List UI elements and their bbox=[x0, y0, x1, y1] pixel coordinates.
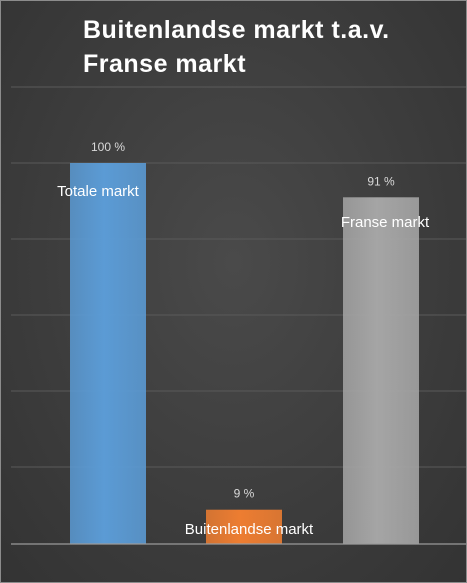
bar bbox=[343, 197, 419, 545]
bar bbox=[206, 509, 282, 544]
category-label: Franse markt bbox=[341, 214, 430, 231]
data-label: 100 % bbox=[91, 140, 125, 154]
bar bbox=[70, 163, 146, 544]
category-label: Totale markt bbox=[57, 183, 140, 200]
category-label: Buitenlandse markt bbox=[185, 521, 314, 538]
chart-title: Buitenlandse markt t.a.v. Franse markt bbox=[83, 16, 390, 78]
data-label: 91 % bbox=[367, 174, 395, 188]
data-label: 9 % bbox=[234, 487, 255, 501]
